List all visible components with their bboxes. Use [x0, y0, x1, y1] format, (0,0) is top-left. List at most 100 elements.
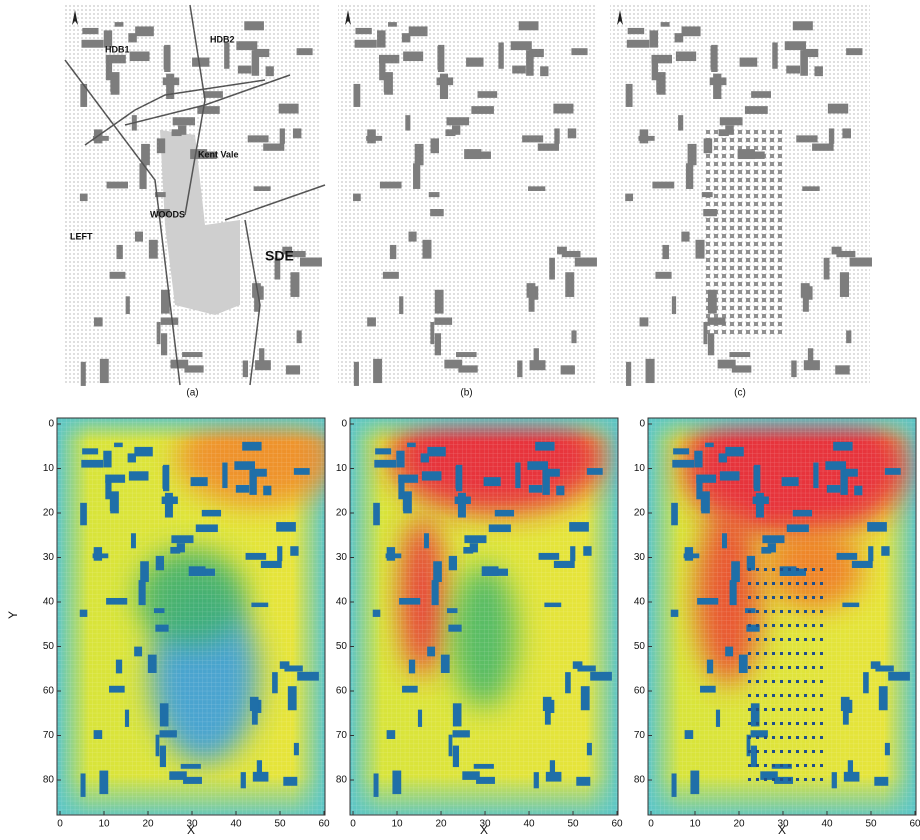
grid-dot: [772, 652, 775, 655]
grid-dot: [804, 568, 807, 571]
y-tick-label: 30: [336, 552, 348, 563]
grid-dot: [804, 736, 807, 739]
panel-caption: (c): [734, 388, 746, 399]
building: [154, 608, 165, 613]
building: [676, 52, 696, 62]
building: [731, 561, 740, 582]
grid-dot: [756, 736, 759, 739]
building: [94, 317, 103, 326]
grid-dot: [796, 722, 799, 725]
building: [399, 598, 420, 605]
building: [678, 115, 683, 130]
building: [534, 348, 539, 361]
building: [756, 493, 764, 518]
grid-dot: [804, 680, 807, 683]
grid-dot: [804, 694, 807, 697]
building: [290, 272, 299, 297]
building: [103, 451, 111, 468]
grid-dot: [748, 568, 751, 571]
building: [300, 258, 322, 267]
heatmap-field: [648, 394, 916, 815]
x-tick-label: 20: [733, 819, 745, 830]
building: [164, 45, 170, 72]
building: [762, 535, 784, 543]
building: [449, 556, 457, 570]
grid-dot: [780, 708, 783, 711]
building: [255, 360, 271, 370]
building: [422, 471, 442, 480]
building: [671, 610, 679, 617]
building: [672, 460, 694, 468]
grid-dot: [764, 764, 767, 767]
building: [545, 469, 560, 477]
building: [474, 764, 494, 769]
grid-dot: [764, 596, 767, 599]
building: [498, 42, 503, 68]
building: [254, 49, 269, 57]
building: [354, 362, 359, 386]
y-tick-label: 60: [43, 686, 55, 697]
building: [512, 66, 526, 74]
building: [577, 665, 595, 671]
building: [156, 556, 164, 570]
building: [549, 258, 555, 280]
building: [383, 272, 399, 279]
y-tick-label: 10: [43, 463, 55, 474]
building: [843, 469, 858, 477]
building: [427, 447, 445, 456]
building: [840, 272, 849, 297]
grid-dot: [764, 568, 767, 571]
building: [222, 463, 227, 489]
grid-dot: [796, 764, 799, 767]
building: [449, 735, 453, 757]
building: [827, 485, 840, 493]
y-tick-label: 30: [634, 552, 646, 563]
grid-dot: [796, 736, 799, 739]
building: [81, 773, 86, 796]
building: [115, 22, 124, 27]
building: [661, 22, 670, 27]
grid-dot: [764, 638, 767, 641]
building: [682, 26, 701, 36]
grid-dot: [764, 708, 767, 711]
grid-dot: [772, 694, 775, 697]
building: [373, 359, 382, 383]
building: [673, 448, 689, 454]
building: [288, 686, 297, 710]
building: [652, 182, 674, 189]
building: [182, 352, 202, 357]
grid-dot: [780, 778, 783, 781]
y-tick-label: 80: [336, 775, 348, 786]
y-tick-label: 70: [43, 730, 55, 741]
building: [815, 66, 823, 76]
building: [377, 30, 385, 47]
building: [535, 442, 554, 451]
building: [157, 322, 161, 344]
building: [367, 317, 376, 326]
grid-dot: [788, 568, 791, 571]
building: [453, 730, 470, 737]
grid-dot: [820, 568, 823, 571]
x-axis-label: X: [480, 823, 488, 837]
building: [497, 569, 508, 576]
building: [844, 772, 860, 782]
building: [94, 730, 103, 739]
building: [93, 553, 109, 558]
building: [841, 697, 850, 711]
building: [297, 330, 302, 343]
building: [782, 477, 799, 486]
page: HDB1HDB2Kent ValeWOODSLEFTSDE(a)(b)(c)01…: [0, 0, 920, 840]
building: [294, 743, 299, 755]
grid-dot: [772, 722, 775, 725]
grid-dot: [764, 778, 767, 781]
x-tick-label: 10: [98, 819, 110, 830]
grid-dot: [788, 778, 791, 781]
grid-dot: [772, 596, 775, 599]
building: [374, 460, 396, 468]
x-tick-label: 20: [435, 819, 447, 830]
grid-dot: [788, 722, 791, 725]
building: [261, 561, 282, 568]
grid-dot: [788, 638, 791, 641]
building: [234, 461, 255, 470]
building: [640, 317, 649, 326]
